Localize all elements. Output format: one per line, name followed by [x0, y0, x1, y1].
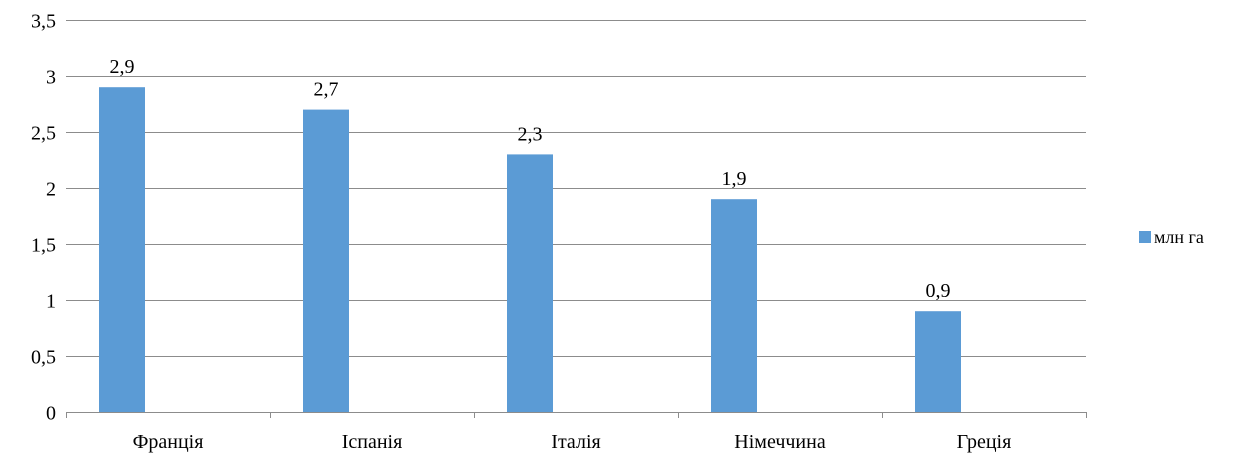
y-tick-label: 1 [46, 291, 56, 313]
bar [915, 311, 961, 412]
axes [66, 412, 1087, 418]
data-label: 2,7 [314, 79, 339, 101]
gridlines [66, 20, 1086, 357]
data-label: 0,9 [926, 280, 951, 302]
data-label: 2,3 [518, 123, 543, 145]
bar [99, 87, 145, 412]
legend-label: млн га [1154, 227, 1204, 247]
bars [99, 87, 961, 412]
bar [303, 109, 349, 412]
bar [507, 154, 553, 412]
bar [711, 199, 757, 412]
y-tick-label: 3 [46, 67, 56, 89]
legend-swatch [1139, 231, 1151, 243]
y-tick-label: 0,5 [31, 347, 56, 369]
category-label: Франція [133, 431, 204, 453]
y-tick-label: 2 [46, 179, 56, 201]
y-tick-label: 0 [46, 403, 56, 425]
category-label: Іспанія [342, 431, 403, 453]
data-label: 2,9 [110, 56, 135, 78]
category-label: Італія [551, 431, 600, 453]
y-tick-label: 2,5 [31, 123, 56, 145]
category-label: Греція [957, 431, 1012, 453]
category-label: Німеччина [734, 431, 826, 453]
legend: млн га [1139, 227, 1204, 247]
labels: 0 0,5 1 1,5 2 2,5 3 3,5 2,9 Франція 2,7 Іспанія 2,3 І… [31, 11, 1011, 454]
data-label: 1,9 [722, 168, 747, 190]
y-tick-label: 3,5 [31, 11, 56, 33]
y-tick-label: 1,5 [31, 235, 56, 257]
